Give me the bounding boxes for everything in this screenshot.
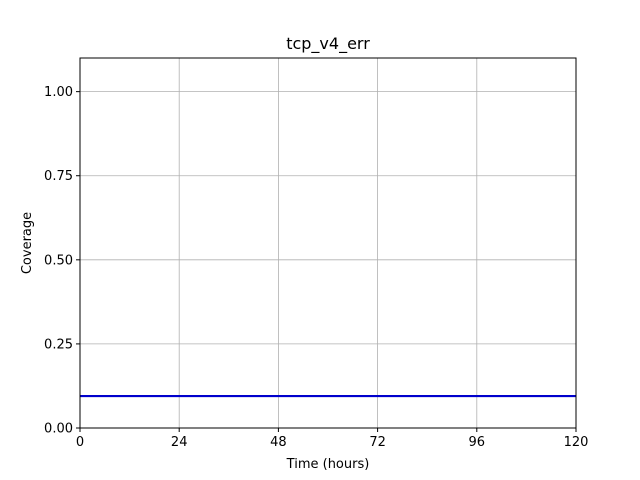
x-tick-label: 120 (564, 435, 589, 450)
axis-ticks: 0 24 48 72 96 120 0.00 0.25 0.50 0.75 1.00 (44, 85, 588, 450)
x-tick-label: 72 (369, 435, 386, 450)
y-tick-label: 0.25 (44, 337, 73, 352)
x-tick-label: 48 (270, 435, 287, 450)
y-axis-label: Coverage (20, 212, 35, 274)
plot-frame (79, 57, 577, 429)
x-tick-label: 0 (76, 435, 84, 450)
x-axis-label: Time (hours) (286, 457, 370, 472)
y-tick-label: 1.00 (44, 85, 73, 100)
grid (79, 58, 577, 429)
chart-title: tcp_v4_err (286, 34, 370, 54)
x-tick-label: 96 (469, 435, 486, 450)
y-tick-label: 0.75 (44, 169, 73, 184)
y-tick-label: 0.50 (44, 253, 73, 268)
x-tick-label: 24 (171, 435, 188, 450)
y-tick-label: 0.00 (44, 422, 73, 437)
